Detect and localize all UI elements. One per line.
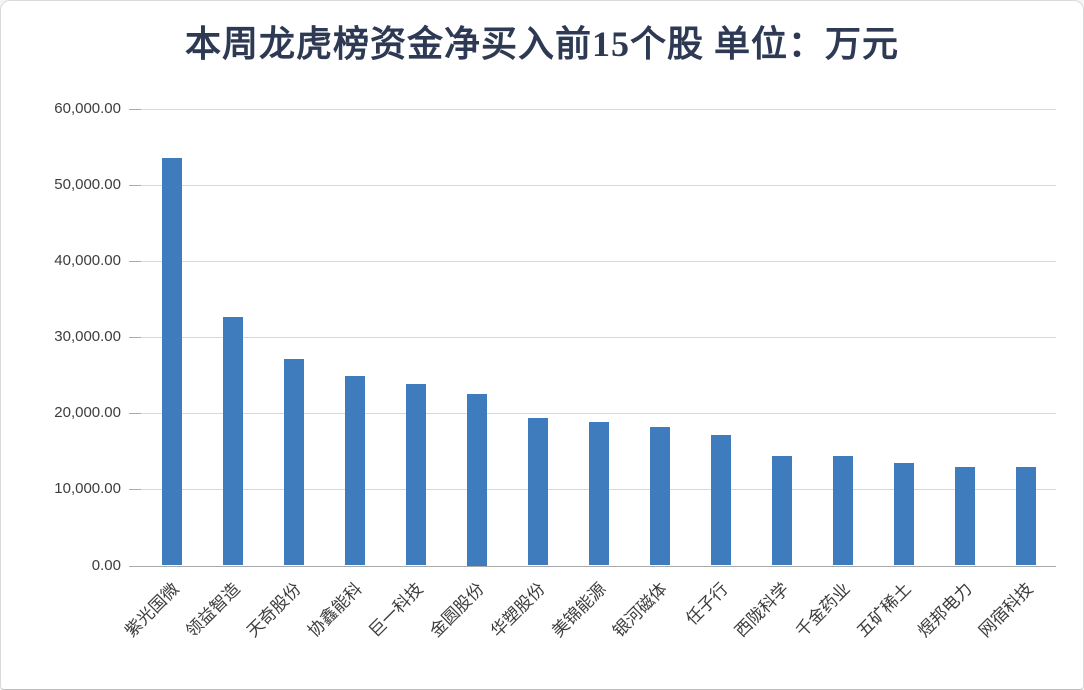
y-axis-tick	[129, 261, 141, 263]
x-axis-label: 网宿科技	[974, 578, 1037, 641]
y-axis-tick	[129, 565, 141, 567]
gridline	[141, 337, 1056, 339]
gridline	[141, 261, 1056, 263]
y-axis-label: 20,000.00	[54, 404, 121, 422]
bar	[344, 376, 365, 566]
x-axis-label: 协鑫能科	[303, 578, 366, 641]
y-axis-tick	[129, 109, 141, 110]
bar	[405, 384, 426, 566]
bar	[1015, 466, 1036, 566]
x-axis-label: 金圆股份	[425, 578, 488, 641]
bar	[771, 455, 792, 566]
y-axis-label: 60,000.00	[54, 100, 121, 117]
bar	[710, 434, 731, 566]
bar	[222, 316, 243, 566]
x-axis-label: 华塑股份	[486, 578, 549, 641]
x-axis-label: 西陇科学	[730, 578, 793, 641]
x-axis-label: 领益智造	[181, 578, 244, 641]
x-axis-label: 千金药业	[791, 578, 854, 641]
gridline	[141, 109, 1056, 110]
bar	[832, 455, 853, 566]
y-axis-label: 30,000.00	[54, 328, 121, 346]
chart-title: 本周龙虎榜资金净买入前15个股 单位：万元	[184, 24, 899, 64]
gridline	[141, 185, 1056, 187]
bar	[161, 158, 182, 566]
y-axis-tick	[129, 337, 141, 339]
x-axis-line	[141, 565, 1056, 567]
bar	[954, 467, 975, 566]
bar	[588, 422, 609, 566]
y-axis-tick	[129, 489, 141, 491]
bar	[466, 394, 487, 566]
y-axis-tick	[129, 413, 141, 415]
y-axis-label: 10,000.00	[54, 480, 121, 498]
y-axis-label: 50,000.00	[54, 176, 121, 194]
x-axis-label: 紫光国微	[120, 578, 183, 641]
x-axis-label: 美锦能源	[547, 578, 610, 641]
x-axis-label: 煜邦电力	[913, 578, 976, 641]
x-axis-label: 天奇股份	[242, 578, 305, 641]
y-axis-label: 40,000.00	[54, 252, 121, 270]
x-axis-label: 任子行	[681, 578, 732, 629]
bar	[283, 358, 304, 566]
gridline	[141, 413, 1056, 415]
x-axis-label: 五矿稀土	[852, 578, 915, 641]
y-axis-tick	[129, 185, 141, 187]
y-axis-label: 0.00	[91, 556, 121, 574]
bar	[893, 462, 914, 566]
bar	[649, 427, 670, 566]
x-axis-label: 银河磁体	[608, 578, 671, 641]
x-axis-label: 巨一科技	[364, 578, 427, 641]
bar	[527, 417, 548, 566]
